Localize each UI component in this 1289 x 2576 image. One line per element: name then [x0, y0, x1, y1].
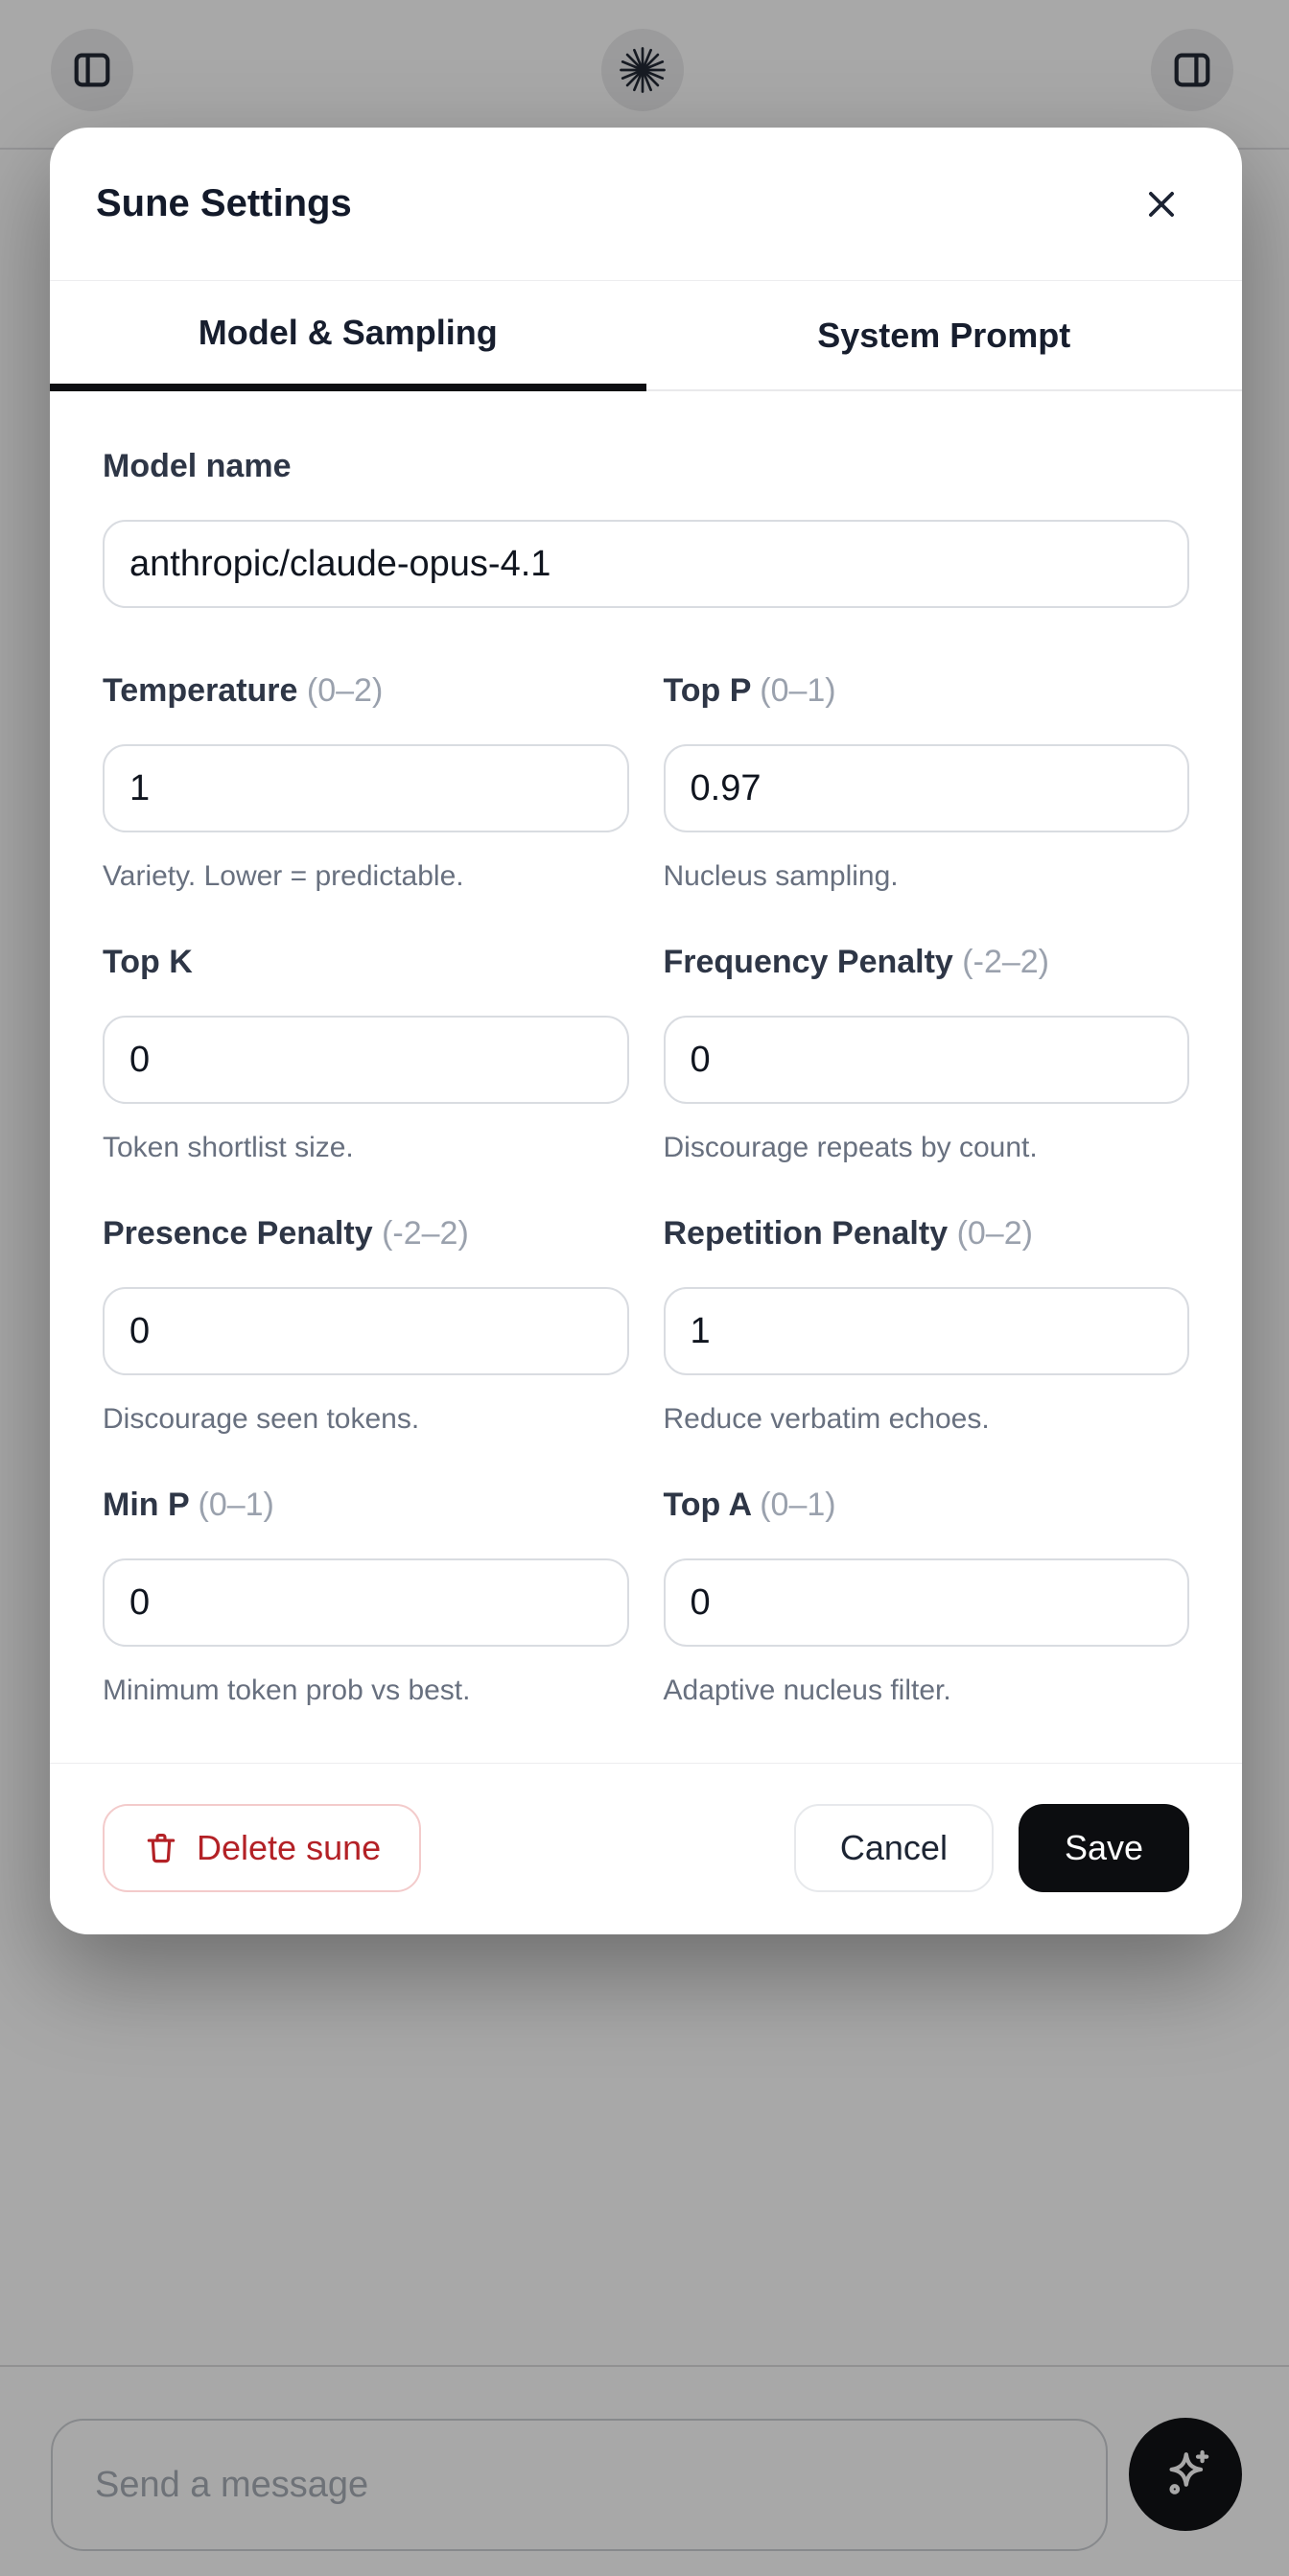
presence-penalty-label: Presence Penalty (-2–2) — [103, 1215, 469, 1252]
min-p-group: Min P (0–1) Minimum token prob vs best. — [103, 1484, 629, 1709]
frequency-penalty-label: Frequency Penalty (-2–2) — [663, 944, 1050, 980]
temperature-help: Variety. Lower = predictable. — [103, 860, 464, 892]
top-k-group: Top K Token shortlist size. — [103, 941, 629, 1166]
frequency-penalty-input[interactable] — [663, 1016, 1189, 1104]
top-a-label: Top A (0–1) — [663, 1487, 836, 1523]
model-name-input[interactable] — [103, 520, 1189, 608]
range-hint: (0–2) — [956, 1215, 1033, 1252]
dialog-header: Sune Settings — [50, 128, 1242, 281]
model-name-group: Model name — [103, 445, 1189, 608]
close-icon — [1143, 186, 1180, 222]
range-hint: (0–1) — [760, 1487, 836, 1523]
save-button[interactable]: Save — [1018, 1804, 1189, 1892]
presence-penalty-input[interactable] — [103, 1287, 629, 1375]
dialog-footer: Delete sune Cancel Save — [50, 1763, 1242, 1934]
model-name-label: Model name — [103, 448, 292, 484]
min-p-input[interactable] — [103, 1558, 629, 1647]
min-p-help: Minimum token prob vs best. — [103, 1674, 471, 1706]
sune-settings-dialog: Sune Settings Model & Sampling System Pr… — [50, 128, 1242, 1934]
top-p-help: Nucleus sampling. — [663, 860, 899, 892]
top-a-group: Top A (0–1) Adaptive nucleus filter. — [663, 1484, 1189, 1709]
repetition-penalty-help: Reduce verbatim echoes. — [663, 1403, 990, 1435]
sidebar-toggle-button[interactable] — [51, 29, 133, 111]
dialog-title: Sune Settings — [96, 182, 352, 224]
repetition-penalty-group: Repetition Penalty (0–2) Reduce verbatim… — [663, 1212, 1189, 1438]
sampling-params-grid: Temperature (0–2) Variety. Lower = predi… — [103, 669, 1189, 1709]
panel-left-icon — [70, 48, 114, 92]
sparkle-icon — [1155, 2444, 1216, 2505]
tab-model-sampling[interactable]: Model & Sampling — [50, 281, 646, 391]
top-a-help: Adaptive nucleus filter. — [663, 1674, 951, 1706]
top-p-label: Top P (0–1) — [663, 672, 836, 709]
panel-right-icon — [1170, 48, 1214, 92]
range-hint: (-2–2) — [962, 944, 1049, 980]
top-p-input[interactable] — [663, 744, 1189, 832]
range-hint: (-2–2) — [382, 1215, 469, 1252]
min-p-label: Min P (0–1) — [103, 1487, 274, 1523]
tab-system-prompt[interactable]: System Prompt — [645, 281, 1242, 391]
repetition-penalty-label: Repetition Penalty (0–2) — [663, 1215, 1033, 1252]
trash-icon — [143, 1830, 179, 1866]
message-input[interactable] — [51, 2419, 1108, 2551]
starburst-icon — [617, 44, 668, 96]
delete-sune-label: Delete sune — [197, 1828, 382, 1867]
top-p-group: Top P (0–1) Nucleus sampling. — [663, 669, 1189, 895]
sune-home-button[interactable] — [601, 29, 684, 111]
close-button[interactable] — [1131, 174, 1192, 235]
right-panel-toggle-button[interactable] — [1151, 29, 1233, 111]
dialog-content: Model name Temperature (0–2) Variety. Lo… — [50, 391, 1242, 1763]
cancel-button[interactable]: Cancel — [793, 1804, 994, 1892]
message-bar — [0, 2365, 1289, 2576]
top-k-input[interactable] — [103, 1016, 629, 1104]
presence-penalty-help: Discourage seen tokens. — [103, 1403, 420, 1435]
dialog-tabs: Model & Sampling System Prompt — [50, 281, 1242, 391]
delete-sune-button[interactable]: Delete sune — [103, 1804, 422, 1892]
top-k-label: Top K — [103, 944, 193, 980]
frequency-penalty-group: Frequency Penalty (-2–2) Discourage repe… — [663, 941, 1189, 1166]
temperature-group: Temperature (0–2) Variety. Lower = predi… — [103, 669, 629, 895]
range-hint: (0–2) — [306, 672, 384, 709]
presence-penalty-group: Presence Penalty (-2–2) Discourage seen … — [103, 1212, 629, 1438]
range-hint: (0–1) — [760, 672, 836, 709]
temperature-input[interactable] — [103, 744, 629, 832]
top-a-input[interactable] — [663, 1558, 1189, 1647]
send-message-button[interactable] — [1129, 2418, 1242, 2531]
frequency-penalty-help: Discourage repeats by count. — [663, 1132, 1038, 1163]
repetition-penalty-input[interactable] — [663, 1287, 1189, 1375]
top-k-help: Token shortlist size. — [103, 1132, 354, 1163]
temperature-label: Temperature (0–2) — [103, 672, 384, 709]
range-hint: (0–1) — [198, 1487, 274, 1523]
